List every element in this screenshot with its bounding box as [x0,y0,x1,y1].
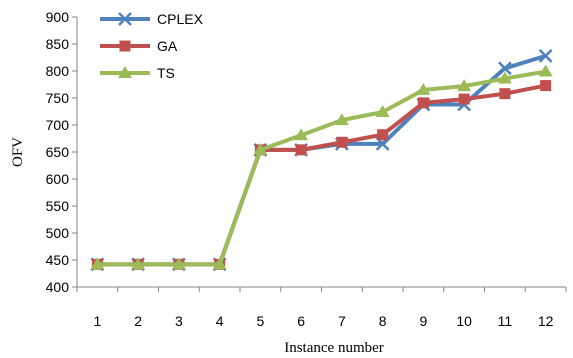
x-tick-label: 8 [379,313,387,329]
x-axis-title: Instance number [284,340,384,356]
data-point-cplex [497,61,512,76]
y-tick-label: 850 [46,36,70,52]
x-tick-label: 6 [297,313,305,329]
data-point-ga [336,136,348,148]
legend-marker-ts [118,66,132,78]
data-point-ts [334,113,349,126]
y-tick-label: 700 [46,117,70,133]
x-tick-label: 3 [175,313,183,329]
data-point-ga [377,129,389,141]
legend-item-cplex: CPLEX [100,11,204,27]
data-point-ts [131,257,146,270]
data-point-ts [253,142,268,155]
series-ts [90,64,553,270]
x-tick-label: 5 [256,313,264,329]
legend-item-ga: GA [100,38,178,54]
data-point-ga [540,80,552,92]
x-tick-label: 4 [216,313,224,329]
x-axis: 1 2 3 4 5 6 7 8 9 10 11 12 [76,286,567,329]
marker-stroke [538,48,553,63]
x-tick-label: 1 [93,313,101,329]
x-tick-label: 10 [456,313,472,329]
series-line-ga [95,83,548,267]
x-tick-label: 7 [338,313,346,329]
y-tick-label: 750 [46,90,70,106]
data-point-ga [295,144,307,156]
data-point-ts [171,257,186,270]
y-tick-label: 450 [46,252,70,268]
series-ga [91,80,552,270]
y-tick-label: 400 [46,279,70,295]
data-point-ts [416,82,431,95]
legend: CPLEX GA TS [100,11,204,81]
y-tick-label: 500 [46,225,70,241]
y-tick-label: 900 [46,9,70,25]
y-tick-label: 650 [46,144,70,160]
data-point-ts [457,79,472,92]
data-point-ts [294,128,309,141]
data-point-ts [90,257,105,270]
legend-label-ts: TS [157,65,175,81]
marker-stroke [118,12,132,26]
x-tick-label: 12 [538,313,554,329]
series-line-cplex [95,53,548,267]
x-tick-label: 11 [498,313,513,329]
legend-item-ts: TS [100,65,175,81]
y-tick-label: 600 [46,171,70,187]
data-point-ga [499,88,511,100]
x-tick-label: 2 [134,313,142,329]
marker-stroke [497,61,512,76]
data-point-ts [538,64,553,77]
y-axis-title: OFV [10,137,26,167]
legend-marker-ga [119,40,131,52]
y-tick-label: 550 [46,198,70,214]
data-point-ga [417,97,429,109]
data-point-ts [375,105,390,118]
data-point-ts [212,257,227,270]
legend-marker-cplex [118,12,132,26]
legend-label-ga: GA [157,38,178,54]
x-tick-label: 9 [419,313,427,329]
legend-label-cplex: CPLEX [157,11,204,27]
series-layer [90,48,553,272]
y-axis: 400 450 500 550 600 650 700 750 800 850 900 [46,9,78,295]
data-point-ga [458,93,470,105]
data-point-cplex [538,48,553,63]
data-point-ts [497,71,512,84]
series-line-ts [95,69,548,267]
y-tick-label: 800 [46,63,70,79]
